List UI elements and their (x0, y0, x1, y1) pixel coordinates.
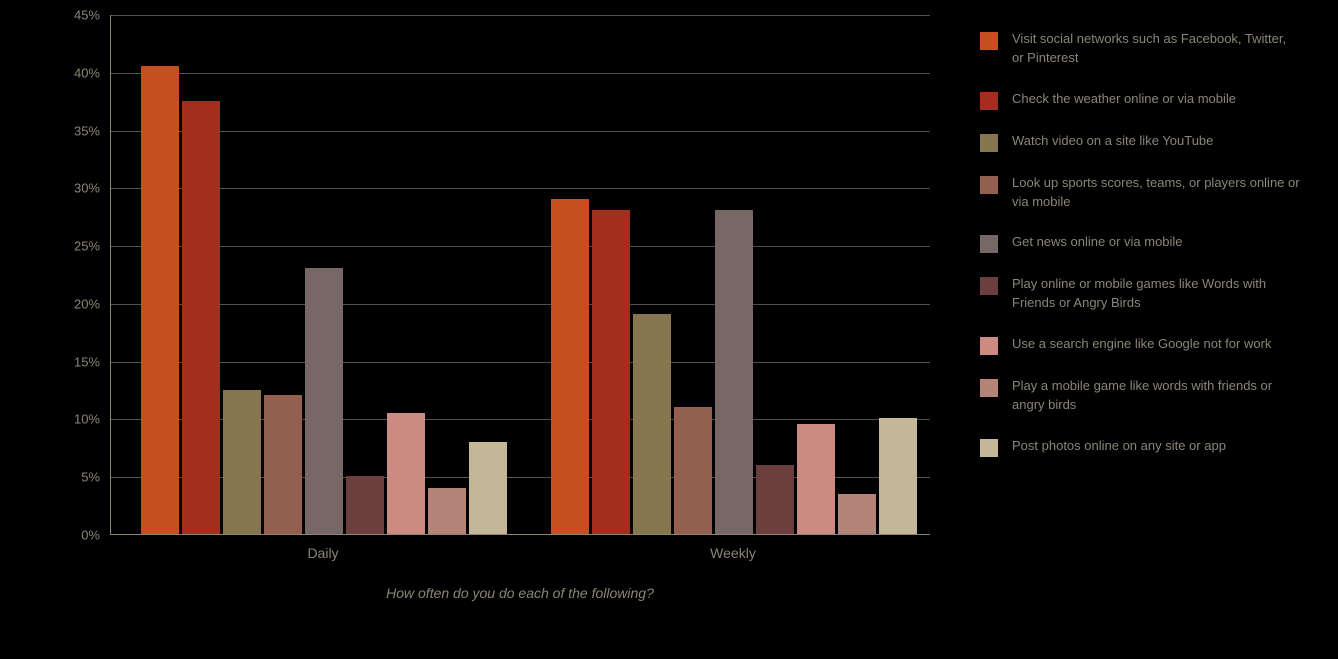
y-tick-label: 0% (81, 528, 100, 543)
bar (633, 314, 671, 534)
legend-swatch (980, 439, 998, 457)
bar (592, 210, 630, 534)
legend-label: Post photos online on any site or app (1012, 437, 1226, 456)
legend-label: Visit social networks such as Facebook, … (1012, 30, 1300, 68)
y-tick-label: 35% (74, 123, 100, 138)
legend-swatch (980, 134, 998, 152)
legend-item: Get news online or via mobile (980, 233, 1300, 253)
bar (797, 424, 835, 534)
legend-item: Visit social networks such as Facebook, … (980, 30, 1300, 68)
legend: Visit social networks such as Facebook, … (980, 30, 1300, 479)
legend-item: Look up sports scores, teams, or players… (980, 174, 1300, 212)
gridline (111, 362, 930, 363)
legend-label: Play a mobile game like words with frien… (1012, 377, 1300, 415)
gridline (111, 15, 930, 16)
x-tick-label: Daily (307, 545, 338, 561)
legend-item: Play a mobile game like words with frien… (980, 377, 1300, 415)
gridline (111, 246, 930, 247)
gridline (111, 188, 930, 189)
bar (428, 488, 466, 534)
legend-item: Check the weather online or via mobile (980, 90, 1300, 110)
legend-swatch (980, 379, 998, 397)
legend-label: Use a search engine like Google not for … (1012, 335, 1271, 354)
bar (838, 494, 876, 534)
legend-item: Play online or mobile games like Words w… (980, 275, 1300, 313)
legend-swatch (980, 277, 998, 295)
bar (141, 66, 179, 534)
legend-swatch (980, 235, 998, 253)
legend-label: Get news online or via mobile (1012, 233, 1183, 252)
legend-swatch (980, 92, 998, 110)
legend-item: Use a search engine like Google not for … (980, 335, 1300, 355)
y-tick-label: 5% (81, 470, 100, 485)
y-tick-label: 15% (74, 354, 100, 369)
bar (469, 442, 507, 534)
bar (305, 268, 343, 534)
gridline (111, 304, 930, 305)
legend-swatch (980, 176, 998, 194)
y-tick-label: 10% (74, 412, 100, 427)
bar (879, 418, 917, 534)
x-axis-title: How often do you do each of the followin… (110, 585, 930, 601)
bar (756, 465, 794, 534)
legend-label: Play online or mobile games like Words w… (1012, 275, 1300, 313)
bar (346, 476, 384, 534)
legend-label: Check the weather online or via mobile (1012, 90, 1236, 109)
legend-swatch (980, 32, 998, 50)
bar (264, 395, 302, 534)
bar (387, 413, 425, 534)
x-axis-labels: Daily Weekly (110, 545, 930, 575)
legend-label: Look up sports scores, teams, or players… (1012, 174, 1300, 212)
gridline (111, 131, 930, 132)
y-tick-label: 45% (74, 8, 100, 23)
y-tick-label: 25% (74, 239, 100, 254)
bar (715, 210, 753, 534)
plot-area (110, 15, 930, 535)
y-axis: 0% 5% 10% 15% 20% 25% 30% 35% 40% 45% (40, 10, 110, 550)
legend-item: Watch video on a site like YouTube (980, 132, 1300, 152)
gridline (111, 73, 930, 74)
bar-chart: 0% 5% 10% 15% 20% 25% 30% 35% 40% 45% Daily Weekly… (40, 10, 1300, 650)
bar (674, 407, 712, 534)
x-tick-label: Weekly (710, 545, 756, 561)
legend-swatch (980, 337, 998, 355)
legend-label: Watch video on a site like YouTube (1012, 132, 1213, 151)
y-tick-label: 20% (74, 296, 100, 311)
bar (551, 199, 589, 534)
y-tick-label: 40% (74, 65, 100, 80)
y-tick-label: 30% (74, 181, 100, 196)
bar (182, 101, 220, 534)
bar (223, 390, 261, 534)
legend-item: Post photos online on any site or app (980, 437, 1300, 457)
